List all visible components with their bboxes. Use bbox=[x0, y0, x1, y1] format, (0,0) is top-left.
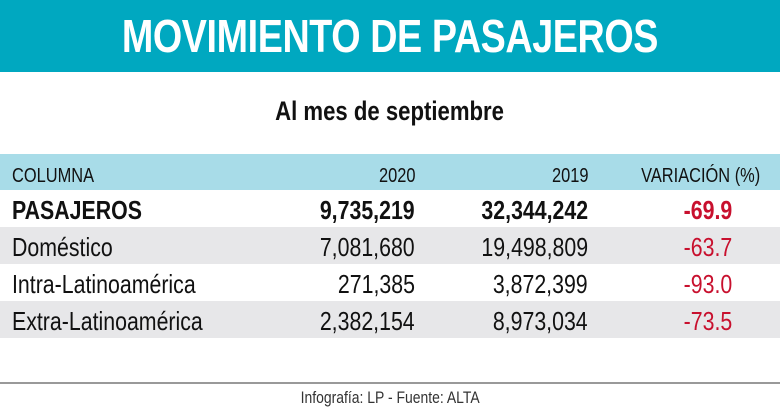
value-2020: 9,735,219 bbox=[320, 195, 415, 225]
table-row: PASAJEROS 9,735,219 32,344,242 -69.9 bbox=[0, 190, 780, 227]
column-header: 2020 bbox=[378, 165, 415, 187]
value-2019: 8,973,034 bbox=[493, 306, 588, 336]
value-2020: 2,382,154 bbox=[320, 306, 415, 336]
value-2019: 32,344,242 bbox=[481, 195, 588, 225]
value-2020: 271,385 bbox=[337, 269, 415, 299]
footer-credit: Infografía: LP - Fuente: ALTA bbox=[300, 388, 480, 407]
value-2020: 7,081,680 bbox=[320, 232, 415, 262]
row-label: PASAJEROS bbox=[12, 195, 142, 225]
row-label: Extra-Latinoamérica bbox=[12, 306, 203, 336]
table-row: Extra-Latinoamérica 2,382,154 8,973,034 -73… bbox=[0, 301, 780, 338]
column-header: 2019 bbox=[551, 165, 588, 187]
title: MOVIMIENTO DE PASAJEROS bbox=[121, 10, 659, 62]
row-label: Intra-Latinoamérica bbox=[12, 269, 196, 299]
column-header: VARIACIÓN (%) bbox=[640, 165, 760, 187]
variation-value: -93.0 bbox=[683, 269, 732, 299]
row-label: Doméstico bbox=[12, 232, 113, 262]
table-row: Intra-Latinoamérica 271,385 3,872,399 -93.0 bbox=[0, 264, 780, 301]
variation-value: -73.5 bbox=[683, 306, 732, 336]
column-header: COLUMNA bbox=[12, 165, 95, 187]
variation-value: -69.9 bbox=[683, 195, 732, 225]
table-header: COLUMNA 2020 2019 VARIACIÓN (%) bbox=[0, 154, 780, 190]
variation-value: -63.7 bbox=[683, 232, 732, 262]
value-2019: 3,872,399 bbox=[493, 269, 588, 299]
subtitle: Al mes de septiembre bbox=[275, 96, 505, 126]
value-2019: 19,498,809 bbox=[481, 232, 588, 262]
title-bar: MOVIMIENTO DE PASAJEROS bbox=[0, 0, 780, 72]
table-row: Doméstico 7,081,680 19,498,809 -63.7 bbox=[0, 227, 780, 264]
divider bbox=[0, 382, 780, 384]
